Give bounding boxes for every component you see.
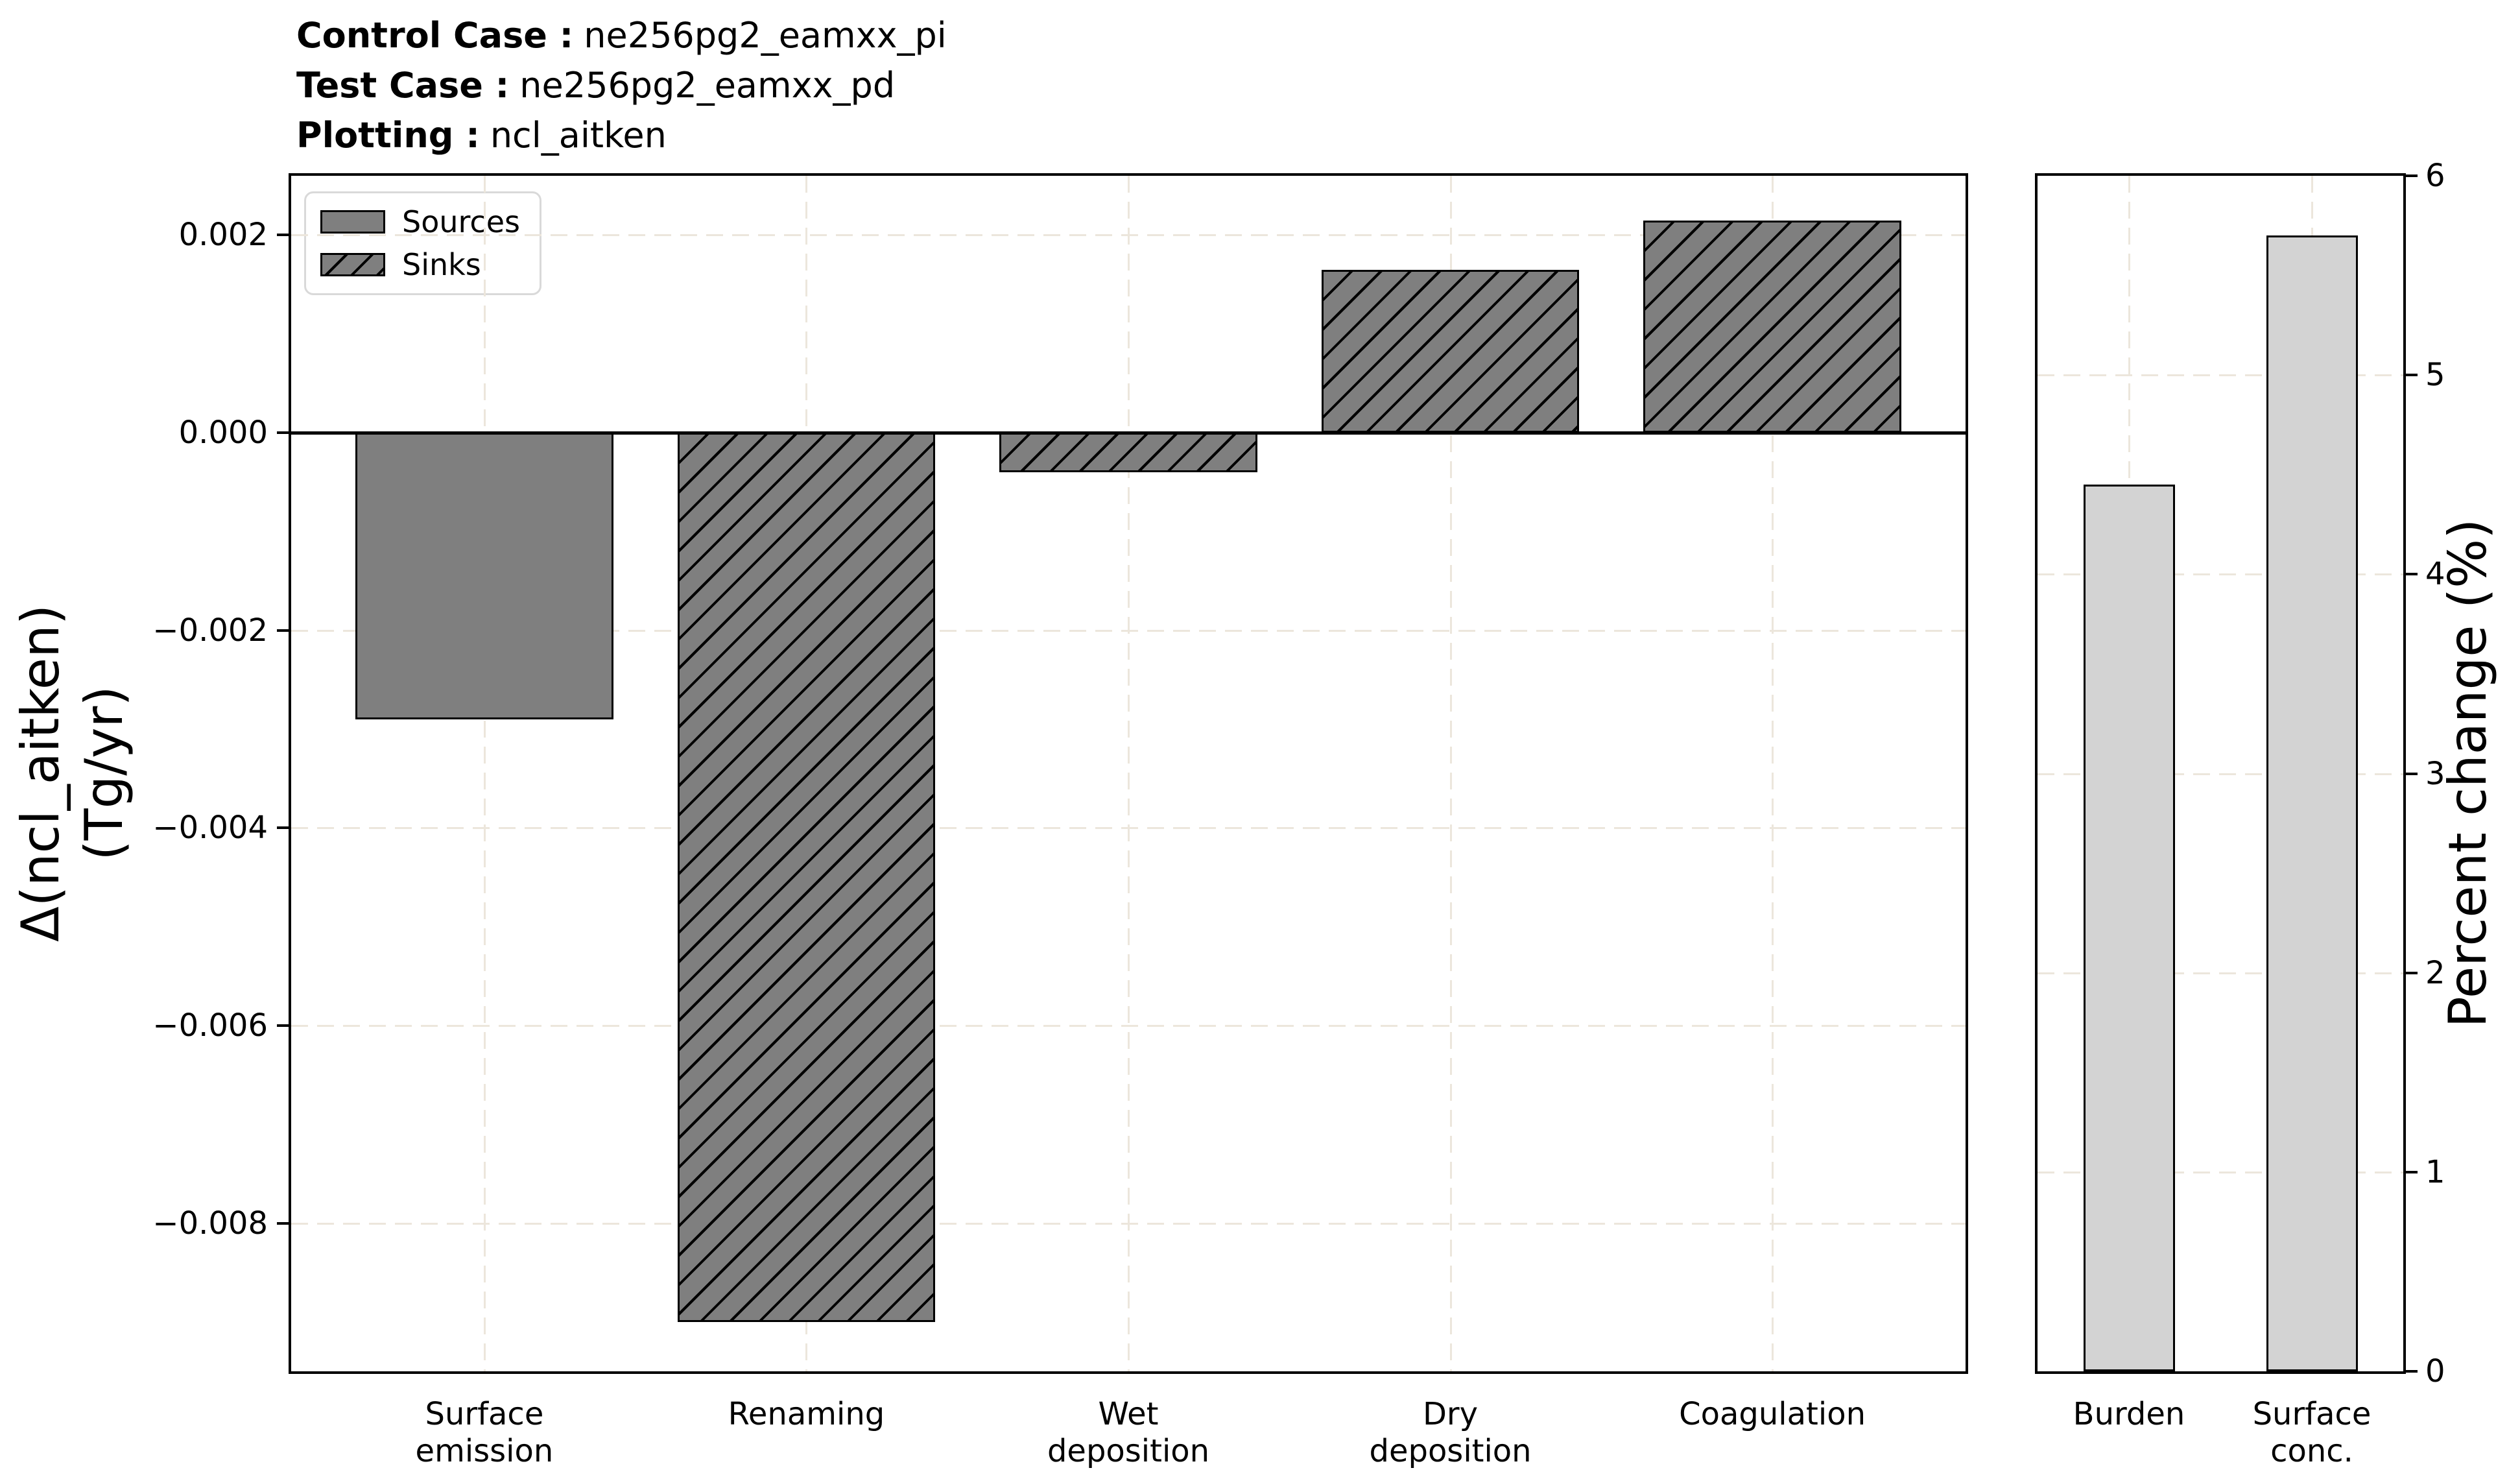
- y-tick-label: −0.006: [152, 1007, 268, 1044]
- test-case-value: ne256pg2_eamxx_pd: [519, 65, 896, 106]
- x-tick-label-surface-conc: Surface conc.: [2252, 1396, 2371, 1469]
- percent-chart-axes: [2035, 173, 2406, 1374]
- y-tick: [2406, 174, 2418, 177]
- bar-wet-deposition: [999, 433, 1257, 472]
- y-tick: [277, 1024, 289, 1027]
- bar-dry-deposition: [1321, 269, 1580, 433]
- y-tick: [277, 826, 289, 830]
- gridline: [483, 176, 486, 1371]
- bar-surface-conc: [2266, 235, 2358, 1371]
- y-tick-label: 0.000: [178, 415, 268, 451]
- y-tick: [2406, 1370, 2418, 1373]
- y-tick: [2406, 971, 2418, 974]
- gridline: [1449, 176, 1452, 1371]
- control-case-label: Control Case :: [296, 15, 574, 56]
- y-tick: [2406, 573, 2418, 576]
- title-block: Control Case : ne256pg2_eamxx_pi Test Cas…: [296, 10, 947, 160]
- plotting-value: ncl_aitken: [490, 115, 667, 156]
- y-tick: [277, 1221, 289, 1225]
- y-tick: [277, 431, 289, 435]
- legend-patch-hatched: [320, 253, 385, 276]
- legend-patch-solid: [320, 210, 385, 234]
- x-tick-label-wet-deposition: Wet deposition: [1047, 1396, 1210, 1469]
- y-tick: [277, 234, 289, 237]
- y-tick-label: 4: [2425, 556, 2445, 593]
- y-tick-label: −0.004: [152, 810, 268, 847]
- gridline: [2038, 573, 2403, 576]
- x-tick-label-dry-deposition: Dry deposition: [1369, 1396, 1532, 1469]
- y-tick-label: −0.002: [152, 612, 268, 649]
- bar-renaming: [677, 433, 936, 1322]
- bar-surface-emission: [355, 433, 613, 719]
- gridline: [1128, 176, 1130, 1371]
- y-tick-label: 1: [2425, 1153, 2445, 1190]
- legend-item-sinks: Sinks: [320, 246, 520, 283]
- y-tick: [277, 629, 289, 632]
- gridline: [1772, 176, 1774, 1371]
- gridline: [2038, 374, 2403, 377]
- gridline: [2038, 773, 2403, 775]
- bar-coagulation: [1643, 220, 1901, 433]
- y-tick: [2406, 1170, 2418, 1173]
- y-tick-label: 0: [2425, 1353, 2445, 1389]
- control-case-value: ne256pg2_eamxx_pi: [584, 15, 947, 56]
- test-case-label: Test Case :: [296, 65, 510, 106]
- x-tick-label-burden: Burden: [2073, 1396, 2185, 1432]
- gridline: [2038, 1171, 2403, 1173]
- legend: Sources Sinks: [304, 191, 541, 295]
- plotting-line: Plotting : ncl_aitken: [296, 110, 947, 160]
- y-tick-label: 3: [2425, 755, 2445, 792]
- y-tick-label: 0.002: [178, 217, 268, 254]
- bar-burden: [2083, 485, 2175, 1371]
- legend-item-label: Sinks: [402, 247, 481, 282]
- y-tick-label: 5: [2425, 357, 2445, 394]
- plotting-label: Plotting :: [296, 115, 480, 156]
- y-axis-label-left: Δ(ncl_aitken) (Tg/yr): [10, 604, 134, 943]
- y-tick: [2406, 772, 2418, 775]
- budget-chart-axes: Sources Sinks: [289, 173, 1968, 1374]
- y-axis-label-right: Percent change (%): [2438, 518, 2498, 1028]
- y-tick-label: 6: [2425, 158, 2445, 194]
- x-tick-label-renaming: Renaming: [728, 1396, 885, 1432]
- y-tick-label: −0.008: [152, 1205, 268, 1242]
- zero-line: [291, 431, 1966, 435]
- x-tick-label-surface-emission: Surface emission: [415, 1396, 554, 1469]
- y-tick-label: 2: [2425, 954, 2445, 991]
- legend-item-sources: Sources: [320, 204, 520, 240]
- test-case-line: Test Case : ne256pg2_eamxx_pd: [296, 60, 947, 110]
- legend-item-label: Sources: [402, 204, 520, 239]
- x-tick-label-coagulation: Coagulation: [1679, 1396, 1866, 1432]
- y-tick: [2406, 374, 2418, 377]
- gridline: [2038, 972, 2403, 974]
- control-case-line: Control Case : ne256pg2_eamxx_pi: [296, 10, 947, 60]
